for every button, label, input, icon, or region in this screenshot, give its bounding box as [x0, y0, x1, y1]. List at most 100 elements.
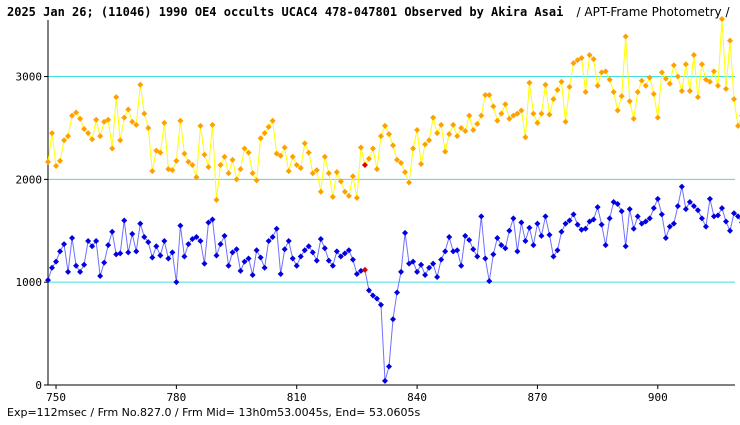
comparison-point: [145, 124, 152, 131]
target-point-highlight: [361, 266, 368, 273]
target-point: [229, 249, 236, 256]
comparison-point: [482, 92, 489, 99]
comparison-point: [317, 188, 324, 195]
comparison-point: [113, 94, 120, 101]
comparison-point: [69, 112, 76, 119]
x-tick-label: 900: [648, 391, 668, 404]
target-point: [422, 271, 429, 278]
comparison-point: [454, 133, 461, 140]
comparison-point: [466, 112, 473, 119]
target-point: [49, 264, 56, 271]
target-point: [630, 225, 637, 232]
comparison-point: [426, 137, 433, 144]
comparison-point: [418, 160, 425, 167]
target-point: [590, 216, 597, 223]
target-point: [109, 228, 116, 235]
comparison-point: [386, 131, 392, 138]
target-point: [201, 260, 208, 267]
comparison-point: [189, 161, 196, 168]
x-tick-label: 810: [287, 391, 307, 404]
target-point: [313, 257, 320, 264]
target-point: [618, 208, 625, 215]
target-point: [586, 218, 593, 225]
target-point: [277, 270, 284, 277]
comparison-point: [402, 169, 409, 176]
comparison-point: [293, 161, 300, 168]
target-point: [85, 238, 92, 245]
comparison-point: [430, 114, 437, 121]
target-point: [153, 243, 160, 250]
target-point: [654, 195, 661, 202]
comparison-point: [117, 137, 124, 144]
target-point: [69, 234, 76, 241]
comparison-point: [357, 144, 364, 151]
target-point: [622, 243, 629, 250]
comparison-point: [638, 77, 645, 84]
target-point: [426, 264, 433, 271]
target-point: [454, 247, 461, 254]
comparison-point: [285, 168, 292, 175]
comparison-point: [518, 107, 525, 114]
comparison-point: [65, 133, 72, 140]
target-point: [209, 216, 216, 223]
comparison-point: [614, 107, 621, 114]
target-point: [466, 237, 473, 244]
target-point: [249, 271, 256, 278]
comparison-point: [217, 161, 224, 168]
comparison-point: [233, 176, 240, 183]
comparison-point: [630, 115, 637, 122]
comparison-point: [642, 82, 649, 89]
target-point: [686, 198, 693, 205]
target-point: [414, 268, 421, 275]
comparison-point: [735, 122, 740, 129]
comparison-point: [502, 101, 509, 108]
comparison-point: [101, 118, 108, 125]
target-point: [678, 183, 685, 190]
target-point: [574, 221, 581, 228]
comparison-point: [658, 69, 665, 76]
comparison-point: [373, 166, 380, 173]
series-lines: [47, 18, 740, 382]
comparison-point: [173, 157, 180, 164]
comparison-point: [731, 96, 738, 103]
target-point: [333, 248, 340, 255]
comparison-point: [578, 55, 585, 62]
target-point: [265, 238, 272, 245]
target-point: [554, 247, 561, 254]
target-point: [735, 213, 740, 220]
comparison-point: [590, 56, 597, 63]
target-point: [402, 229, 409, 236]
target-point: [482, 255, 489, 262]
target-point: [321, 245, 328, 252]
target-point: [213, 252, 220, 259]
comparison-point: [61, 137, 68, 144]
target-point: [698, 215, 705, 222]
comparison-point: [602, 68, 609, 75]
target-point: [305, 243, 312, 250]
target-point: [658, 211, 665, 218]
target-point: [542, 213, 549, 220]
comparison-point: [253, 177, 260, 184]
comparison-point: [606, 76, 613, 83]
comparison-point: [406, 179, 413, 186]
target-point: [161, 238, 168, 245]
target-point: [289, 255, 296, 262]
comparison-point: [353, 194, 360, 201]
target-point: [241, 258, 248, 265]
comparison-point: [153, 147, 160, 154]
comparison-point: [205, 164, 212, 171]
target-point: [626, 206, 633, 213]
target-point: [634, 213, 641, 220]
x-axis-ticks: 750 780 810 840 870 900: [46, 385, 668, 404]
comparison-point: [394, 156, 401, 163]
target-point: [317, 236, 324, 242]
target-point: [706, 195, 713, 202]
target-point: [81, 261, 88, 268]
target-point: [694, 207, 701, 214]
comparison-point: [73, 109, 80, 116]
target-point: [602, 242, 609, 249]
target-point: [309, 249, 316, 256]
comparison-point: [398, 159, 405, 166]
target-point: [498, 242, 505, 249]
